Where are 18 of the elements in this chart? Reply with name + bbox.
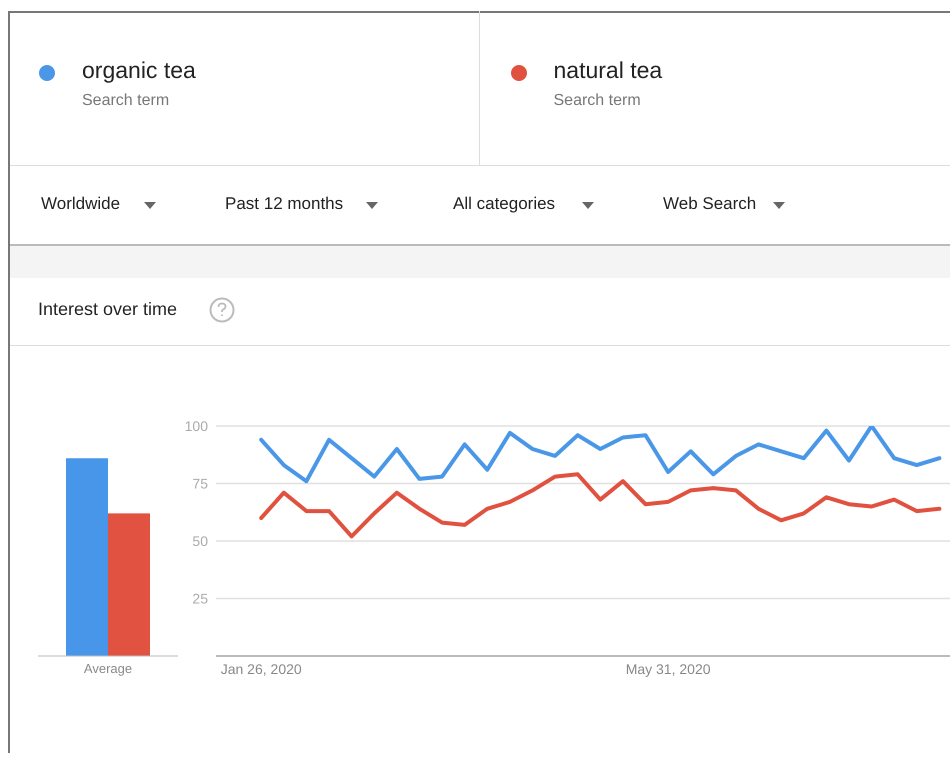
y-tick-label: 50 xyxy=(192,532,208,549)
text: Past 12 months xyxy=(225,194,344,214)
y-tick-label: 100 xyxy=(184,418,208,434)
text: Web Search xyxy=(663,194,756,214)
x-tick-label: May 31, 2020 xyxy=(626,660,711,677)
chart-title: Interest over time xyxy=(38,299,178,320)
text: All categories xyxy=(453,194,556,214)
y-tick-label: 75 xyxy=(192,475,208,492)
x-tick-label: Average xyxy=(84,661,132,676)
line-series xyxy=(259,426,942,484)
legend-label: natural tea xyxy=(554,57,662,84)
text: Search term xyxy=(82,92,170,110)
x-tick-label: Jan 26, 2020 xyxy=(220,660,302,677)
line-series xyxy=(259,472,942,538)
text: Worldwide xyxy=(41,194,120,214)
text: Search term xyxy=(554,92,641,110)
legend-label: organic tea xyxy=(82,57,196,84)
y-tick-label: 25 xyxy=(192,590,208,606)
